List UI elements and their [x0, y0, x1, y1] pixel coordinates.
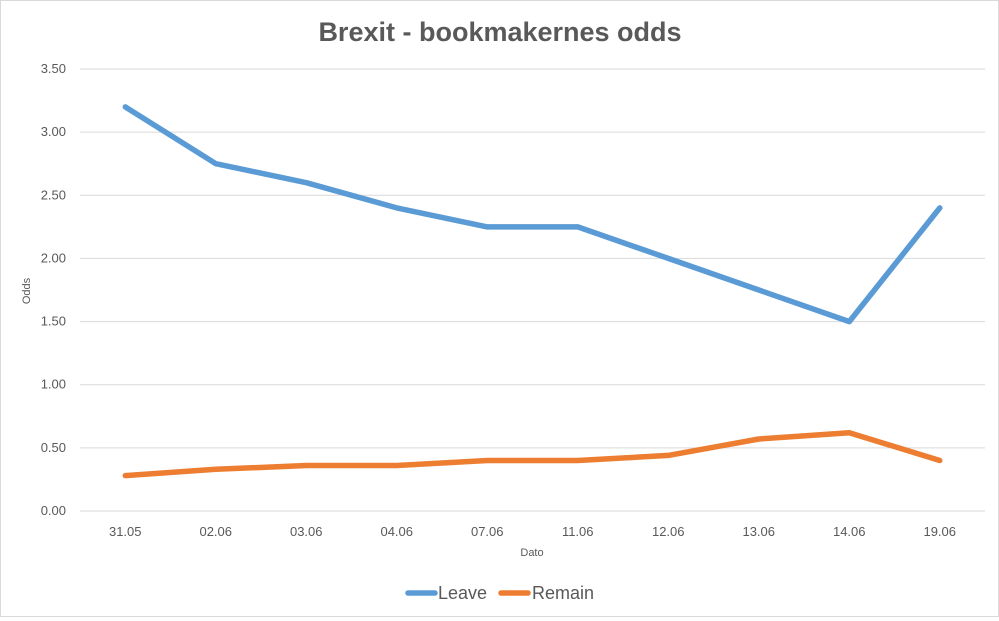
- data-point-leave: [667, 257, 669, 259]
- data-point-leave: [305, 182, 307, 184]
- series-line-leave: [122, 104, 943, 325]
- y-tick-label: 2.50: [41, 187, 66, 202]
- y-tick-label: 3.00: [41, 124, 66, 139]
- data-point-remain: [486, 459, 488, 461]
- data-point-remain: [667, 454, 669, 456]
- grid-layer: [80, 68, 985, 512]
- x-tick-label: 07.06: [471, 524, 504, 539]
- y-tick-label: 3.50: [41, 61, 66, 76]
- x-tick-label: 14.06: [833, 524, 866, 539]
- x-axis-label: Dato: [520, 547, 543, 559]
- data-point-remain: [215, 468, 217, 470]
- y-tick-label: 1.50: [41, 314, 66, 329]
- series-layer: [122, 104, 943, 479]
- data-point-leave: [758, 289, 760, 291]
- x-tick-label: 02.06: [199, 524, 232, 539]
- x-tick-label: 19.06: [923, 524, 956, 539]
- data-point-remain: [305, 465, 307, 467]
- data-point-remain: [939, 459, 941, 461]
- data-point-remain: [848, 432, 850, 434]
- data-point-remain: [577, 459, 579, 461]
- y-tick-label: 0.50: [41, 440, 66, 455]
- x-tick-label: 13.06: [742, 524, 775, 539]
- chart-title: Brexit - bookmakernes odds: [318, 17, 681, 47]
- data-point-leave: [939, 207, 941, 209]
- x-tick-label: 03.06: [290, 524, 323, 539]
- series-line-remain: [122, 429, 943, 479]
- x-tick-label: 11.06: [562, 524, 594, 539]
- data-point-remain: [124, 475, 126, 477]
- x-tick-label: 12.06: [652, 524, 685, 539]
- data-point-remain: [396, 465, 398, 467]
- y-tick-label: 2.00: [41, 250, 66, 265]
- data-point-leave: [848, 321, 850, 323]
- y-tick-labels: 0.00 0.50 1.00 1.50 2.00 2.50 3.00 3.50: [41, 61, 66, 518]
- data-point-leave: [577, 226, 579, 228]
- legend-label-leave: Leave: [438, 583, 487, 603]
- data-point-leave: [396, 207, 398, 209]
- data-point-remain: [758, 438, 760, 440]
- y-tick-label: 0.00: [41, 503, 66, 518]
- data-point-leave: [215, 163, 217, 165]
- legend-label-remain: Remain: [532, 583, 594, 603]
- x-tick-label: 04.06: [380, 524, 413, 539]
- y-axis-label: Odds: [21, 277, 33, 304]
- x-tick-labels: 31.05 02.06 03.06 04.06 07.06 11.06 12.06 13.06…: [109, 524, 956, 539]
- y-tick-label: 1.00: [41, 377, 66, 392]
- x-tick-label: 31.05: [109, 524, 142, 539]
- data-point-leave: [124, 106, 126, 108]
- legend: Leave Remain: [405, 583, 594, 603]
- data-point-leave: [486, 226, 488, 228]
